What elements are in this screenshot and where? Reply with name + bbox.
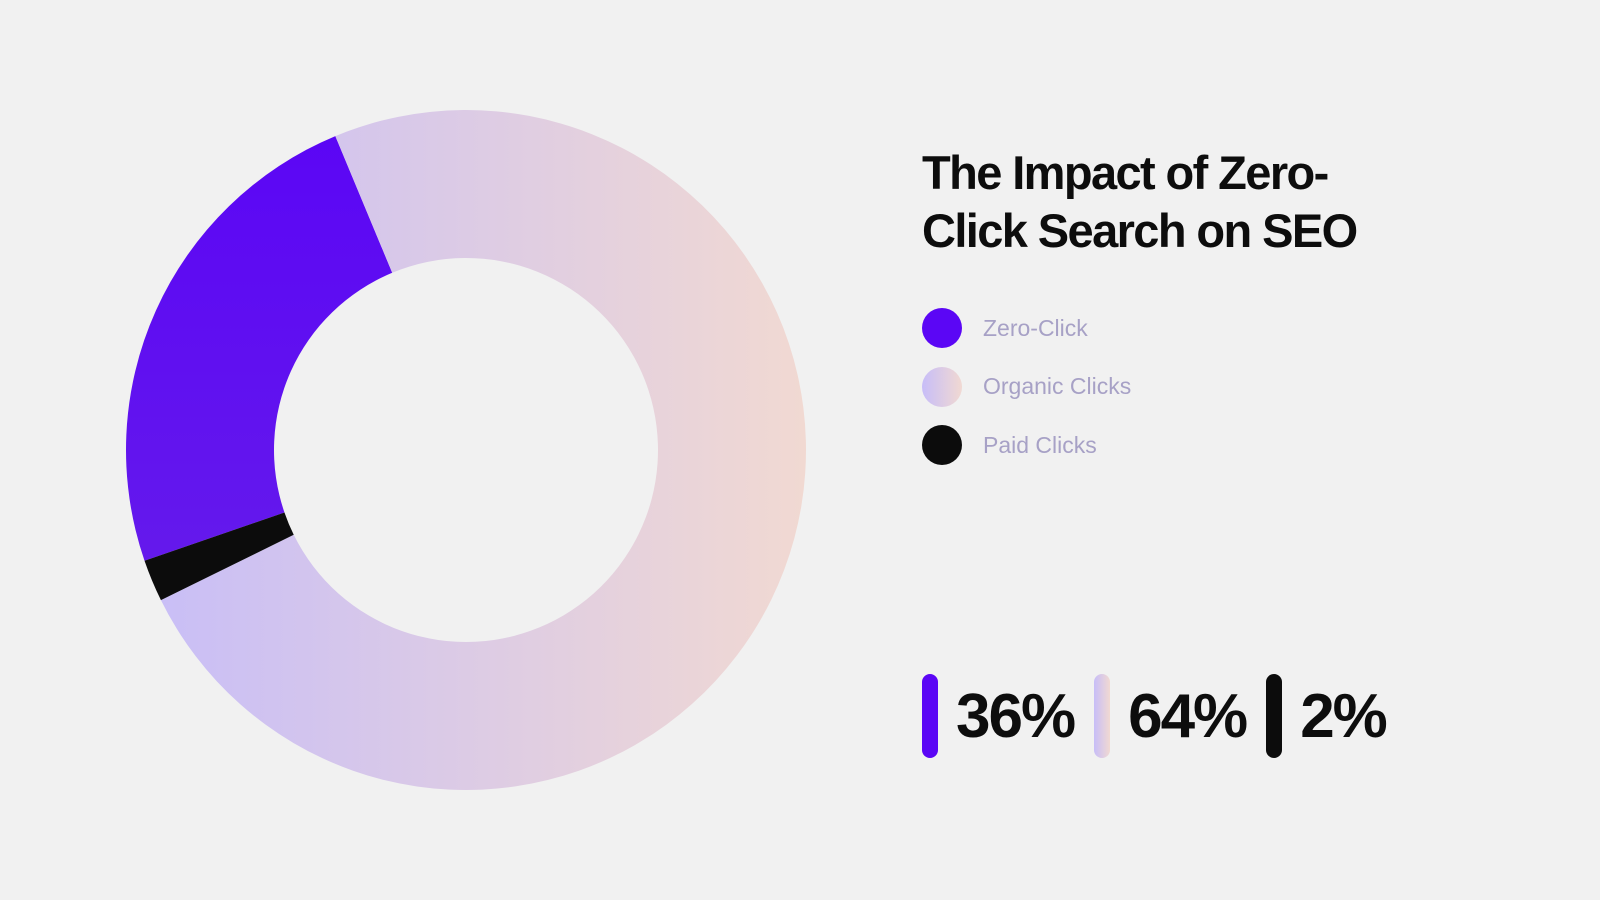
stats-row: 36% 64% 2% [922, 674, 1406, 758]
legend-swatch-paid-clicks [922, 425, 962, 465]
stat-value-paid-clicks: 2% [1300, 681, 1388, 751]
legend-item-organic-clicks: Organic Clicks [922, 366, 1132, 407]
legend-swatch-zero-click [922, 308, 962, 348]
stat-bar-organic-clicks [1094, 674, 1111, 758]
legend-item-zero-click: Zero-Click [922, 308, 1131, 348]
stat-value-zero-click: 36% [956, 681, 1076, 751]
slice-zero-click [125, 136, 393, 561]
stat-zero-click: 36% [922, 674, 1076, 758]
legend: Zero-Click Organic Clicks Paid Clicks [922, 308, 1131, 484]
legend-label-zero-click: Zero-Click [983, 314, 1088, 341]
chart-title: The Impact of Zero-Click Search on SEO [922, 146, 1358, 257]
slice-organic-clicks [160, 110, 807, 791]
slice-paid-clicks [144, 512, 294, 601]
legend-swatch-organic-clicks [922, 366, 962, 407]
donut-chart [125, 110, 807, 791]
stat-paid-clicks: 2% [1266, 674, 1388, 758]
stat-value-organic-clicks: 64% [1128, 681, 1248, 751]
stat-organic-clicks: 64% [1094, 674, 1248, 758]
legend-label-paid-clicks: Paid Clicks [983, 431, 1097, 458]
stat-bar-zero-click [922, 674, 938, 758]
legend-label-organic-clicks: Organic Clicks [983, 373, 1132, 399]
legend-item-paid-clicks: Paid Clicks [922, 425, 1131, 465]
stat-bar-paid-clicks [1266, 674, 1283, 758]
